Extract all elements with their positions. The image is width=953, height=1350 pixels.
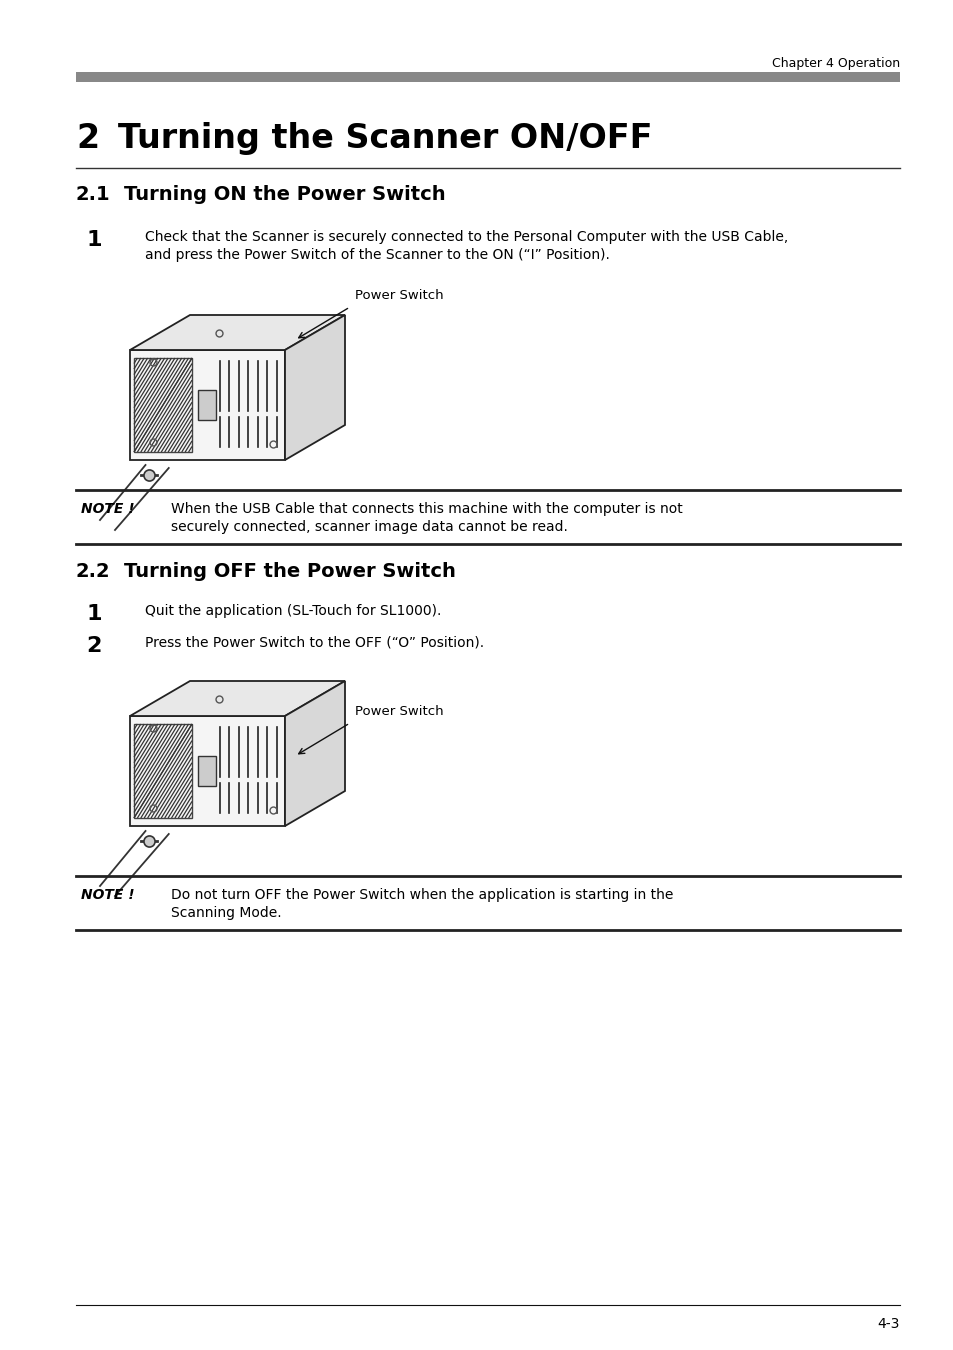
Text: Check that the Scanner is securely connected to the Personal Computer with the U: Check that the Scanner is securely conne… — [145, 230, 787, 244]
Text: 2: 2 — [87, 636, 102, 656]
Text: NOTE !: NOTE ! — [81, 888, 134, 902]
Polygon shape — [130, 350, 285, 460]
Text: 2: 2 — [76, 122, 99, 155]
Text: Quit the application (SL-Touch for SL1000).: Quit the application (SL-Touch for SL100… — [145, 603, 441, 618]
Bar — [133, 358, 192, 452]
Text: Power Switch: Power Switch — [355, 705, 443, 718]
Polygon shape — [285, 315, 345, 460]
Polygon shape — [285, 680, 345, 826]
Bar — [76, 72, 899, 82]
Text: and press the Power Switch of the Scanner to the ON (“I” Position).: and press the Power Switch of the Scanne… — [145, 248, 609, 262]
Text: securely connected, scanner image data cannot be read.: securely connected, scanner image data c… — [171, 520, 567, 535]
Text: When the USB Cable that connects this machine with the computer is not: When the USB Cable that connects this ma… — [171, 502, 682, 516]
Text: Chapter 4 Operation: Chapter 4 Operation — [771, 57, 899, 70]
Text: Press the Power Switch to the OFF (“O” Position).: Press the Power Switch to the OFF (“O” P… — [145, 636, 483, 649]
Text: Turning OFF the Power Switch: Turning OFF the Power Switch — [124, 562, 456, 580]
Text: NOTE !: NOTE ! — [81, 502, 134, 516]
Bar — [133, 724, 192, 818]
Text: Turning the Scanner ON/OFF: Turning the Scanner ON/OFF — [118, 122, 652, 155]
Bar — [198, 756, 216, 786]
Text: 2.1: 2.1 — [76, 185, 111, 204]
Text: 1: 1 — [87, 230, 102, 250]
Bar — [198, 390, 216, 420]
Text: 4-3: 4-3 — [877, 1318, 899, 1331]
Text: 2.2: 2.2 — [76, 562, 111, 580]
Polygon shape — [130, 716, 285, 826]
Text: Power Switch: Power Switch — [355, 289, 443, 302]
Text: 1: 1 — [87, 603, 102, 624]
Polygon shape — [130, 315, 345, 350]
Text: Do not turn OFF the Power Switch when the application is starting in the: Do not turn OFF the Power Switch when th… — [171, 888, 673, 902]
Polygon shape — [130, 680, 345, 716]
Text: Turning ON the Power Switch: Turning ON the Power Switch — [124, 185, 445, 204]
Text: Scanning Mode.: Scanning Mode. — [171, 906, 281, 919]
